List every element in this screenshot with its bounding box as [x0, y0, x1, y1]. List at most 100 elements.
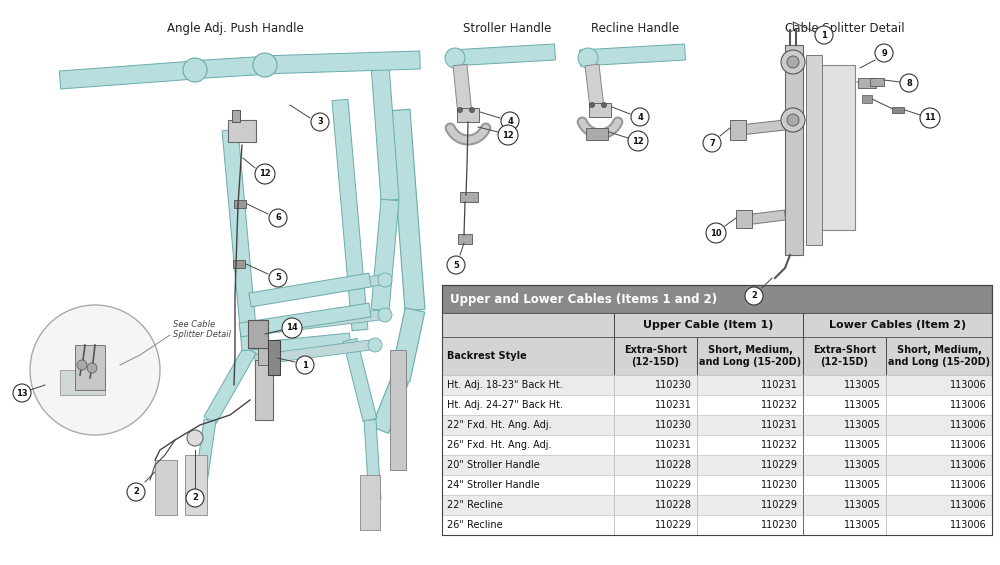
- Bar: [803, 337, 886, 375]
- Text: 20" Stroller Handle: 20" Stroller Handle: [447, 460, 540, 470]
- Text: 5: 5: [453, 260, 459, 270]
- Text: 26" Recline: 26" Recline: [447, 520, 503, 530]
- Circle shape: [875, 44, 893, 62]
- Text: See Cable
Splitter Detail: See Cable Splitter Detail: [173, 320, 231, 340]
- Circle shape: [787, 114, 799, 126]
- Bar: [460, 192, 478, 202]
- Text: 12: 12: [502, 131, 514, 140]
- Circle shape: [590, 102, 594, 107]
- Circle shape: [282, 318, 302, 338]
- Polygon shape: [580, 44, 685, 66]
- Circle shape: [187, 430, 203, 446]
- Circle shape: [900, 74, 918, 92]
- Polygon shape: [585, 64, 604, 109]
- Text: 8: 8: [906, 79, 912, 88]
- Bar: [886, 515, 992, 535]
- Text: 113005: 113005: [844, 480, 881, 490]
- Text: Backrest Style: Backrest Style: [447, 351, 527, 361]
- Polygon shape: [249, 333, 351, 357]
- Polygon shape: [254, 340, 371, 365]
- Polygon shape: [249, 273, 371, 307]
- Polygon shape: [371, 64, 399, 201]
- Circle shape: [311, 113, 329, 131]
- Bar: [155, 460, 177, 515]
- Circle shape: [255, 164, 275, 184]
- Text: 113006: 113006: [950, 520, 987, 530]
- Text: Recline Handle: Recline Handle: [591, 22, 679, 35]
- Bar: [803, 375, 886, 395]
- Text: 113005: 113005: [844, 520, 881, 530]
- Polygon shape: [59, 61, 196, 89]
- Bar: [442, 375, 614, 395]
- Bar: [803, 395, 886, 415]
- Text: 12: 12: [632, 137, 644, 146]
- Polygon shape: [222, 129, 258, 351]
- Bar: [697, 337, 803, 375]
- Text: 110229: 110229: [761, 460, 798, 470]
- Circle shape: [498, 125, 518, 145]
- Bar: [886, 395, 992, 415]
- Bar: [233, 260, 245, 268]
- Bar: [442, 475, 614, 495]
- Text: 2: 2: [133, 488, 139, 497]
- Circle shape: [745, 287, 763, 305]
- Bar: [820, 65, 855, 230]
- Text: 5: 5: [275, 273, 281, 282]
- Polygon shape: [239, 303, 371, 337]
- Bar: [268, 340, 280, 375]
- Text: 4: 4: [507, 116, 513, 125]
- Bar: [442, 395, 614, 415]
- Circle shape: [602, 102, 606, 107]
- Circle shape: [378, 308, 392, 322]
- Bar: [886, 455, 992, 475]
- Circle shape: [578, 48, 598, 68]
- Circle shape: [296, 356, 314, 374]
- Circle shape: [378, 273, 392, 287]
- Text: 2: 2: [751, 292, 757, 301]
- Circle shape: [13, 384, 31, 402]
- Text: 113005: 113005: [844, 420, 881, 430]
- Text: 110232: 110232: [761, 440, 798, 450]
- Bar: [442, 495, 614, 515]
- Bar: [870, 78, 884, 86]
- Bar: [886, 435, 992, 455]
- Circle shape: [127, 483, 145, 501]
- Text: 110229: 110229: [655, 480, 692, 490]
- Circle shape: [447, 256, 465, 274]
- Bar: [803, 435, 886, 455]
- Text: 113005: 113005: [844, 500, 881, 510]
- Bar: [234, 200, 246, 208]
- Text: 3: 3: [317, 118, 323, 127]
- Bar: [858, 78, 876, 88]
- Text: 113006: 113006: [950, 500, 987, 510]
- Text: 113005: 113005: [844, 440, 881, 450]
- Bar: [248, 320, 268, 348]
- Circle shape: [458, 107, 462, 112]
- Text: Angle Adj. Push Handle: Angle Adj. Push Handle: [167, 22, 303, 35]
- Circle shape: [706, 223, 726, 243]
- Text: 1: 1: [302, 360, 308, 370]
- Polygon shape: [744, 210, 786, 225]
- Polygon shape: [254, 275, 381, 305]
- Polygon shape: [260, 51, 420, 74]
- Text: 110231: 110231: [761, 380, 798, 390]
- Text: Lower Cables (Item 2): Lower Cables (Item 2): [829, 320, 966, 330]
- Text: 113005: 113005: [844, 400, 881, 410]
- Bar: [60, 370, 105, 395]
- Bar: [255, 360, 273, 420]
- Text: 14: 14: [286, 324, 298, 332]
- Bar: [442, 515, 614, 535]
- Circle shape: [781, 108, 805, 132]
- Text: Short, Medium,
and Long (15-20D): Short, Medium, and Long (15-20D): [699, 345, 801, 367]
- Circle shape: [787, 56, 799, 68]
- Bar: [75, 345, 105, 390]
- Text: 113006: 113006: [950, 400, 987, 410]
- Circle shape: [269, 209, 287, 227]
- Bar: [886, 337, 992, 375]
- Circle shape: [470, 107, 475, 112]
- Text: 110230: 110230: [761, 520, 798, 530]
- Text: 110230: 110230: [655, 380, 692, 390]
- Bar: [886, 415, 992, 435]
- Bar: [697, 455, 803, 475]
- Bar: [803, 495, 886, 515]
